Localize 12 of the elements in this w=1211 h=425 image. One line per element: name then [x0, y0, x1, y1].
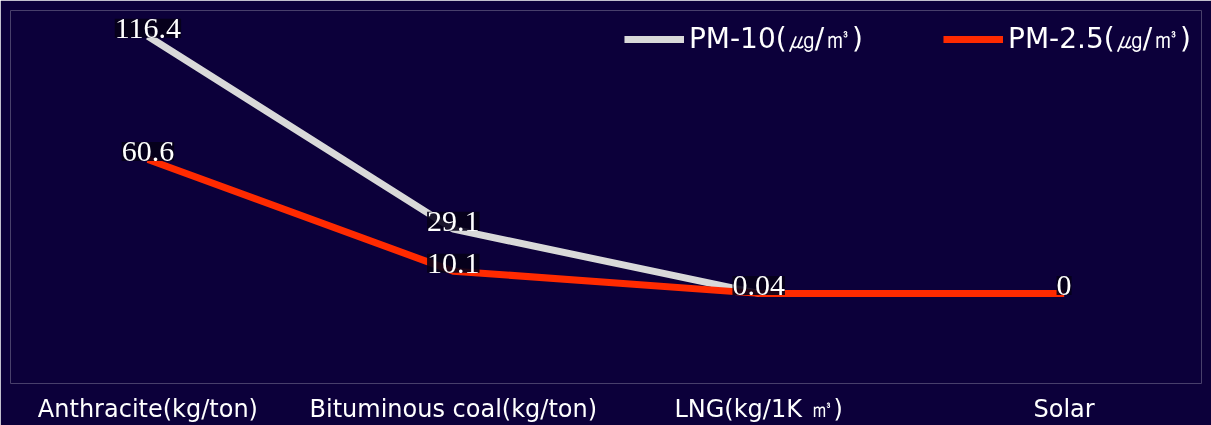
data-label: 0.04 — [732, 267, 785, 301]
x-tick-label: LNG(kg/1K ㎥) — [674, 394, 843, 423]
x-tick-label: Solar — [1033, 394, 1095, 423]
data-label: 29.1 — [427, 203, 480, 237]
legend-label: PM-2.5(㎍/㎥) — [1008, 21, 1191, 57]
data-label: 10.1 — [427, 245, 480, 279]
data-label: 0 — [1056, 267, 1072, 301]
legend-label: PM-10(㎍/㎥) — [688, 21, 864, 57]
data-label: 116.4 — [114, 10, 182, 44]
x-tick-label: Bituminous coal(kg/ton) — [309, 394, 598, 423]
x-tick-label: Anthracite(kg/ton) — [37, 394, 258, 423]
data-label: 60.6 — [121, 134, 175, 168]
